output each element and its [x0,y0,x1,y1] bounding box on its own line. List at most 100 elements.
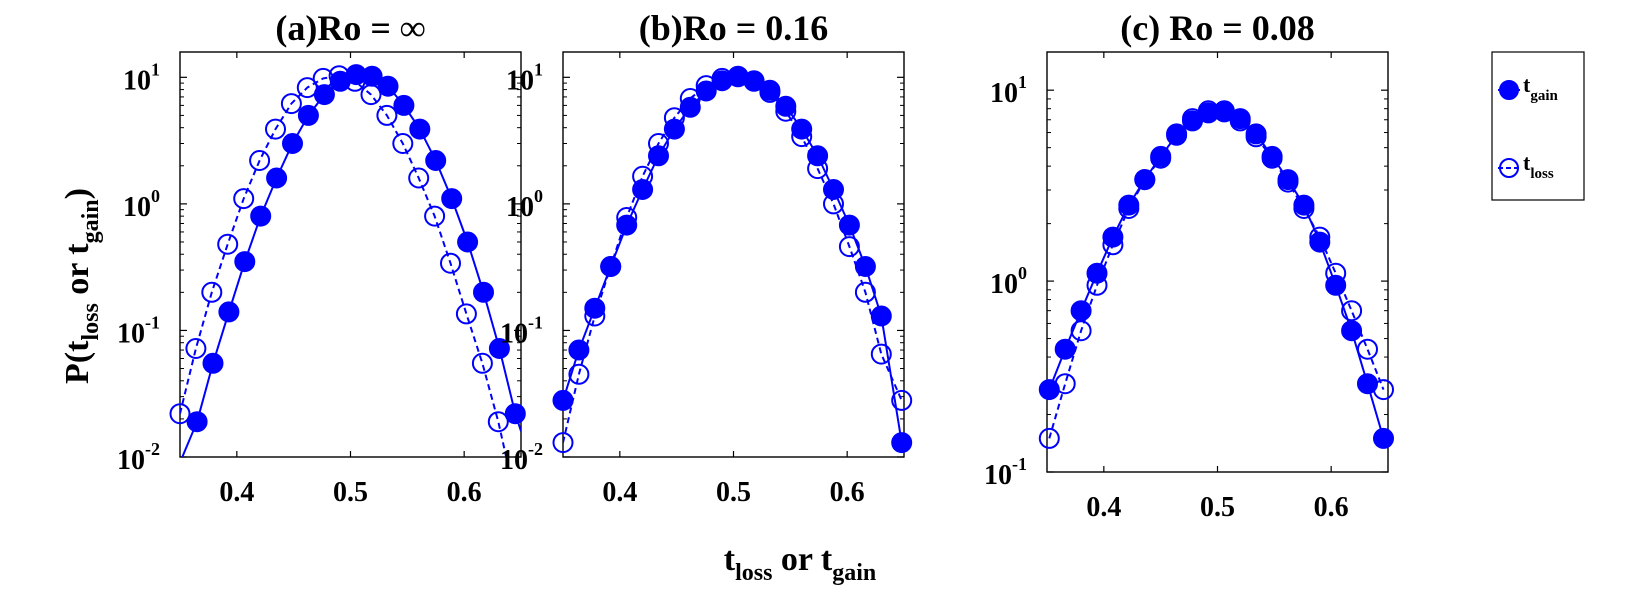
series-gain-point [1054,338,1076,360]
series-gain-point [1086,262,1108,284]
series-gain-point [616,214,638,236]
series-gain-point [441,188,463,210]
series-gain-point [775,95,797,117]
series-gain-point [552,389,574,411]
series-loss-point [376,104,398,126]
series-gain-point [600,256,622,277]
y-tick-label: 101 [990,72,1027,109]
series-gain-point [1293,194,1315,216]
series-loss-point [424,205,446,227]
series-loss-point [854,281,876,303]
series-gain-point [759,79,781,101]
legend-box [1491,51,1585,201]
series-gain-point [679,96,701,118]
y-tick-label: 10-1 [500,312,543,349]
x-tick-label: 0.6 [1314,492,1349,523]
x-tick-label: 0.4 [602,477,637,508]
y-tick-label: 100 [990,263,1027,300]
x-tick-label: 0.6 [830,477,865,508]
x-label-sub1: loss [735,560,772,586]
series-gain-point [425,150,447,171]
panel-1: (a)Ro = ∞ 0.4 0.5 0.6 10-2 10-1 100 101 [117,8,526,508]
series-gain-point [1134,169,1156,191]
y-tick-label: 101 [123,59,160,96]
series-gain-point [1070,300,1092,322]
series-gain-point [377,75,399,97]
y-tick-label: 101 [506,59,543,96]
series-gain-point [870,305,892,327]
x-label-main: t [724,541,736,578]
series-gain-point [313,84,335,106]
x-tick-label: 0.5 [716,477,751,508]
y-label-sub1: loss [78,303,104,340]
series-gain-point [743,70,765,92]
series-loss-point [265,118,286,140]
series-gain-point [250,205,272,227]
series-gain-point [488,338,510,359]
y-tick-label: 10-1 [984,454,1027,491]
series-gain-point [473,281,494,303]
legend-gain-label: tgain [1523,72,1558,104]
x-tick-label: 0.4 [219,477,254,508]
series-gain-point [1277,169,1299,191]
series-gain-point [1118,194,1140,216]
legend-item-gain: tgain [1498,72,1558,104]
x-label-mid: or t [772,541,832,578]
panel-2-title: (b)Ro = 0.16 [639,8,829,48]
series-gain-point [1166,124,1188,146]
series-gain-point [791,118,813,140]
y-axis-label: P(tloss or tgain) [59,188,104,384]
series-gain-line [181,73,521,457]
series-loss-point [870,343,892,365]
series-gain-point [1309,231,1331,253]
y-label-sub2: gain [78,199,104,243]
series-gain-point [361,65,383,87]
series-loss-point [408,167,430,189]
series-gain-point [1245,123,1267,145]
panel-2: (b)Ro = 0.16 0.4 0.5 0.6 10-2 10-1 100 101 [500,8,913,508]
y-tick-label: 100 [123,186,160,223]
series-gain-point [234,251,256,273]
series-gain-point [854,256,876,277]
series-loss-point [455,303,477,325]
series-gain-point [282,133,303,154]
series-loss-point [185,338,207,359]
panel-3: (c) Ro = 0.08 0.4 0.5 0.6 10-1 100 101 [984,8,1394,523]
panel-3-title: (c) Ro = 0.08 [1120,8,1314,48]
series-gain-point [838,214,860,236]
series-gain-point [807,145,829,167]
series-loss-point [1357,338,1378,360]
series-loss-point [280,93,302,115]
series-loss-point [471,352,493,374]
y-tick-label: 100 [506,186,543,223]
legend-gain-marker [1499,80,1519,100]
series-gain-point [457,231,479,253]
series-gain-point [1229,108,1251,130]
legend-loss-label: tloss [1523,150,1554,182]
series-gain-point [202,352,224,374]
series-gain-point [504,403,526,425]
series-gain-point [1373,427,1394,449]
series-gain-point [663,118,685,140]
panel-1-title: (a)Ro = ∞ [275,8,425,48]
series-gain-point [266,167,288,189]
series-gain-point [823,179,844,200]
series-loss-point [169,403,191,425]
series-loss-line [180,74,508,457]
y-tick-label: 10-2 [500,439,543,476]
series-gain-point [218,301,240,323]
series-loss-point [487,411,509,433]
series-gain-point [297,104,319,126]
series-loss-point [249,150,271,171]
series-loss-point [552,432,574,454]
series-loss-point [392,133,414,154]
series-gain-point [695,80,717,102]
y-tick-label: 10-2 [117,439,160,476]
x-label-sub2: gain [832,560,876,586]
series-gain-point [409,118,431,140]
y-label-main: P(t [59,340,96,384]
series-gain-point [1325,274,1347,296]
series-gain-point [1341,320,1363,342]
